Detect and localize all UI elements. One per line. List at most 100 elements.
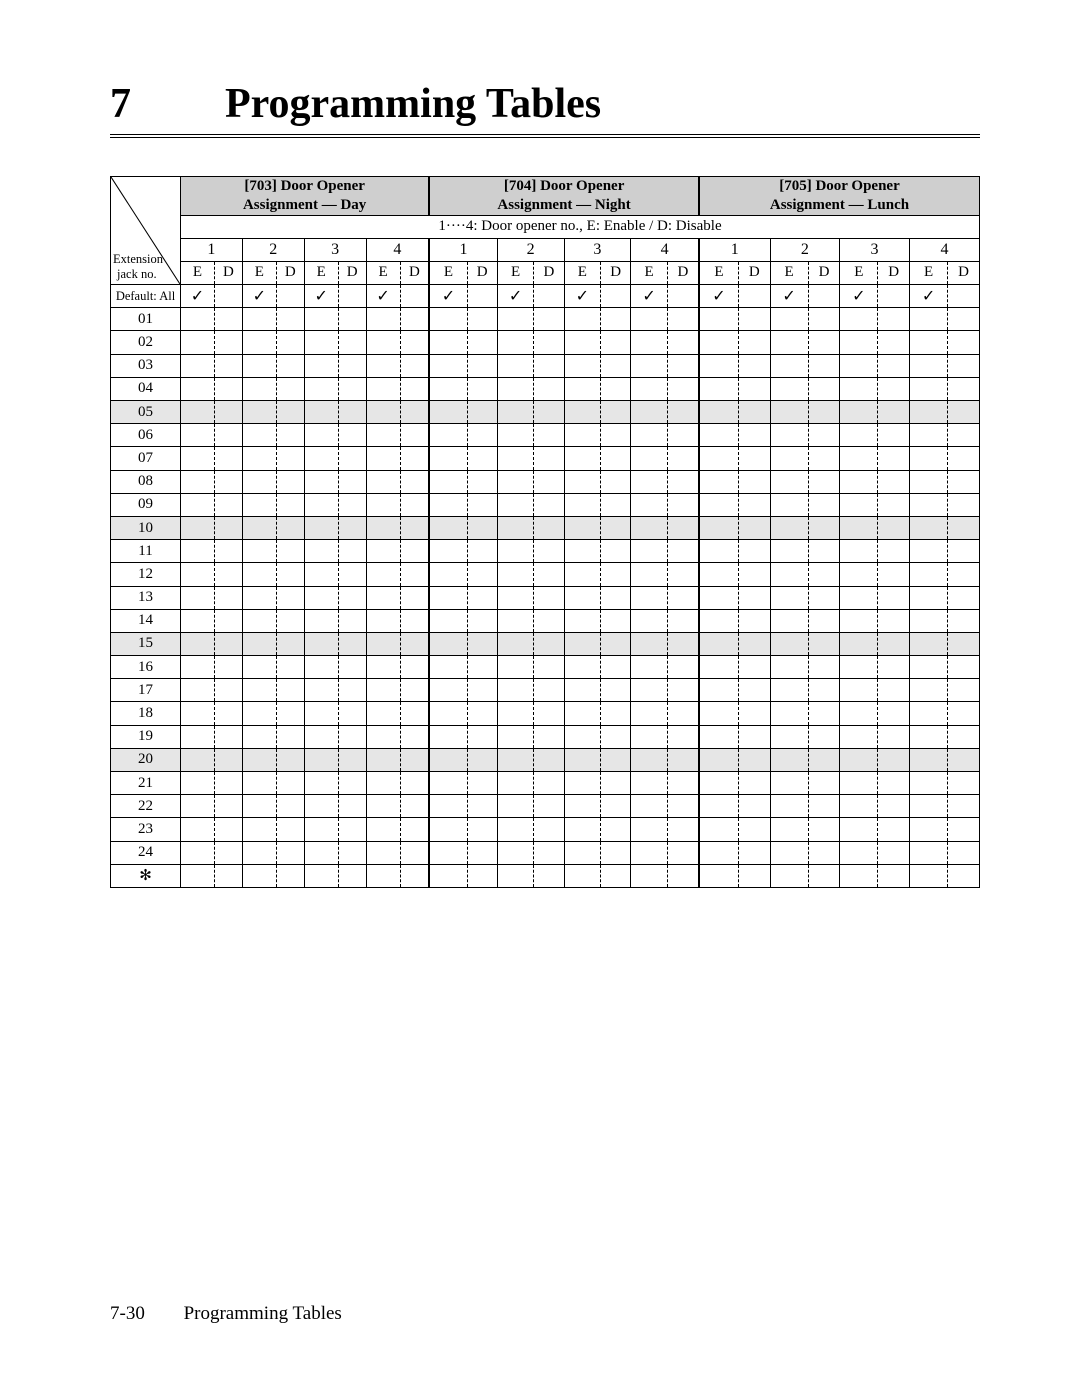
data-cell-d	[276, 609, 304, 632]
row-label: 24	[111, 841, 181, 864]
data-cell-d	[276, 470, 304, 493]
table-row: 21	[111, 772, 980, 795]
data-cell-e	[564, 493, 601, 516]
data-cell-e	[840, 331, 878, 354]
opener-number-cell: 4	[631, 238, 699, 261]
data-cell-d	[601, 354, 631, 377]
data-cell-d	[739, 331, 770, 354]
data-cell-e	[631, 702, 668, 725]
data-cell-e	[699, 401, 739, 424]
data-cell-d	[601, 563, 631, 586]
data-cell-d	[878, 795, 909, 818]
data-cell-e	[304, 516, 338, 539]
e-header-cell: E	[840, 261, 878, 284]
data-cell-d	[338, 285, 366, 308]
data-cell-d	[878, 632, 909, 655]
opener-number-cell: 2	[497, 238, 564, 261]
data-cell-d	[878, 725, 909, 748]
table-row-default: Default: All✓✓✓✓✓✓✓✓✓✓✓✓	[111, 285, 980, 308]
data-cell-d	[808, 841, 839, 864]
data-cell-e	[429, 331, 467, 354]
table-row: 05	[111, 401, 980, 424]
legend-cell: 1····4: Door opener no., E: Enable / D: …	[181, 215, 980, 238]
data-cell-e	[181, 864, 215, 887]
data-cell-d	[878, 470, 909, 493]
data-cell-d	[808, 864, 839, 887]
data-cell-e	[366, 563, 400, 586]
data-cell-d	[214, 632, 242, 655]
data-cell-d	[338, 772, 366, 795]
data-cell-d	[808, 493, 839, 516]
data-cell-e	[564, 818, 601, 841]
data-cell-d	[467, 748, 497, 771]
data-cell-e	[366, 656, 400, 679]
data-cell-d	[667, 493, 699, 516]
data-cell-d	[601, 401, 631, 424]
row-label-extra: ✻	[111, 864, 181, 887]
data-cell-e	[304, 725, 338, 748]
data-cell-d	[739, 447, 770, 470]
data-cell-d	[739, 424, 770, 447]
data-cell-d	[808, 308, 839, 331]
table-row: 24	[111, 841, 980, 864]
data-cell-d	[534, 424, 564, 447]
data-cell-d	[400, 609, 429, 632]
data-cell-e	[699, 772, 739, 795]
extension-label-line2: jack no.	[113, 267, 157, 281]
data-cell-d	[948, 609, 980, 632]
data-cell-d	[534, 354, 564, 377]
data-cell-e	[181, 516, 215, 539]
footer-title: Programming Tables	[184, 1303, 342, 1324]
data-cell-d	[214, 656, 242, 679]
data-cell-e	[429, 609, 467, 632]
data-cell-e	[304, 632, 338, 655]
data-cell-e	[564, 632, 601, 655]
data-cell-d	[667, 563, 699, 586]
data-cell-d	[276, 447, 304, 470]
data-cell-e	[631, 656, 668, 679]
data-cell-d	[276, 285, 304, 308]
data-cell-d	[739, 285, 770, 308]
data-cell-e	[909, 864, 947, 887]
data-cell-e	[770, 540, 808, 563]
data-cell-d	[214, 331, 242, 354]
d-header-cell: D	[878, 261, 909, 284]
data-cell-e	[304, 656, 338, 679]
data-cell-d	[338, 354, 366, 377]
data-cell-d	[534, 540, 564, 563]
data-cell-e: ✓	[699, 285, 739, 308]
data-cell-d	[400, 772, 429, 795]
data-cell-d	[214, 563, 242, 586]
data-cell-e	[181, 772, 215, 795]
data-cell-d	[214, 493, 242, 516]
data-cell-e	[631, 401, 668, 424]
data-cell-e	[497, 656, 534, 679]
data-cell-e	[429, 702, 467, 725]
data-cell-e	[304, 377, 338, 400]
data-cell-d	[534, 795, 564, 818]
data-cell-d	[667, 308, 699, 331]
data-cell-d	[808, 679, 839, 702]
data-cell-d	[948, 702, 980, 725]
data-cell-e	[429, 354, 467, 377]
data-cell-e: ✓	[304, 285, 338, 308]
data-cell-e	[497, 516, 534, 539]
data-cell-d	[667, 516, 699, 539]
data-cell-e	[699, 679, 739, 702]
data-cell-d	[601, 772, 631, 795]
data-cell-e	[242, 609, 276, 632]
data-cell-d	[601, 841, 631, 864]
data-cell-e	[497, 818, 534, 841]
check-icon: ✓	[191, 288, 204, 305]
data-cell-e	[304, 841, 338, 864]
data-cell-e	[564, 331, 601, 354]
data-cell-d	[467, 725, 497, 748]
data-cell-e	[366, 609, 400, 632]
data-cell-d	[808, 656, 839, 679]
data-cell-d	[467, 702, 497, 725]
table-row: 12	[111, 563, 980, 586]
data-cell-e	[242, 354, 276, 377]
data-cell-e	[770, 656, 808, 679]
row-label-default: Default: All	[111, 285, 181, 308]
data-cell-d	[276, 563, 304, 586]
